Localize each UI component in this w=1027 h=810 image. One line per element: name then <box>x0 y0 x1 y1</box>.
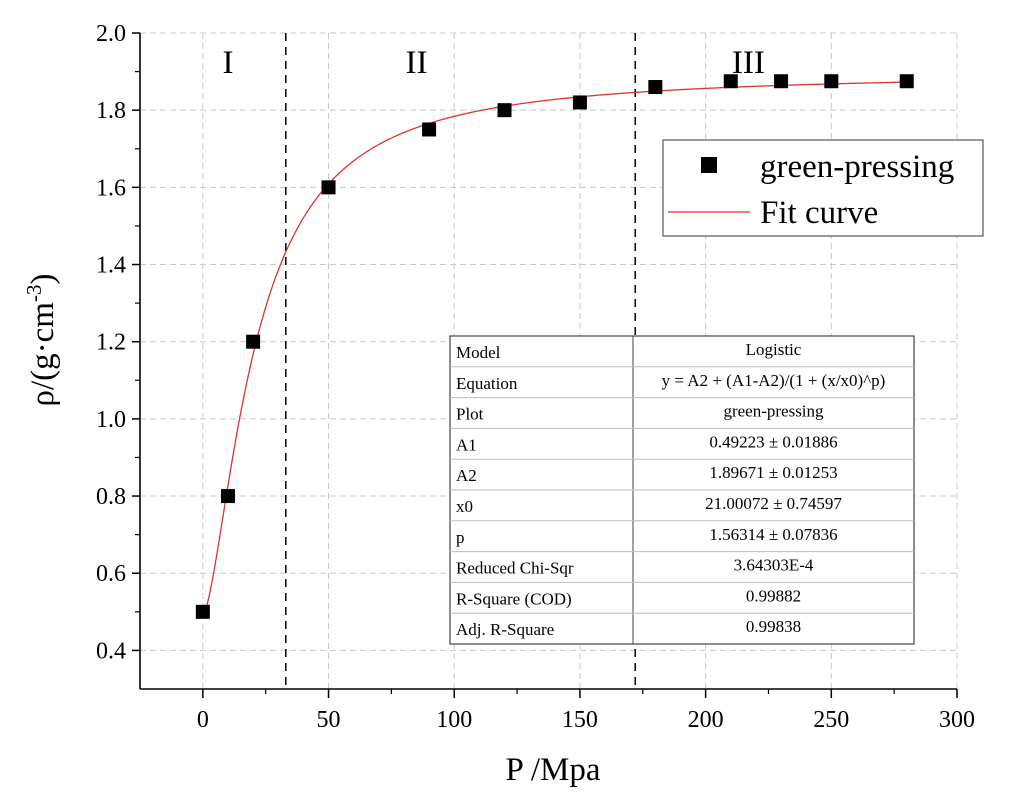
table-cell-label: Adj. R-Square <box>456 620 554 639</box>
fit-curve-layer <box>202 81 907 616</box>
data-point <box>220 489 235 504</box>
table-cell-value: 3.64303E-4 <box>734 556 814 575</box>
table-cell-value: 0.99882 <box>746 586 801 605</box>
y-tick-label: 0.4 <box>96 638 126 664</box>
y-tick-label: 0.6 <box>96 561 126 587</box>
legend-box <box>662 139 984 237</box>
y-tick-label: 1.6 <box>96 175 126 201</box>
x-tick-label: 100 <box>436 707 472 733</box>
y-tick-label: 2.0 <box>96 21 126 47</box>
data-point <box>195 604 210 619</box>
table-cell-label: Plot <box>456 405 484 424</box>
data-point <box>246 334 261 349</box>
y-axis-title: ρ/(g·cm-3) <box>22 274 61 407</box>
table-cell-label: A2 <box>456 466 477 485</box>
table-cell-label: R-Square (COD) <box>456 589 572 608</box>
table-cell-value: green-pressing <box>723 402 824 421</box>
data-point <box>422 122 437 137</box>
region-label-II: II <box>406 45 428 81</box>
x-tick-label: 50 <box>317 707 341 733</box>
table-cell-label: Equation <box>456 374 518 393</box>
y-tick-label: 1.2 <box>96 330 126 356</box>
table-cell-label: Model <box>456 343 501 362</box>
table-cell-value: y = A2 + (A1-A2)/(1 + (x/x0)^p) <box>662 371 886 390</box>
y-tick-label: 0.8 <box>96 484 126 510</box>
fit-parameters-table: Model Logistic Equation y = A2 + (A1-A2)/(1… <box>449 335 915 645</box>
data-point <box>774 74 789 89</box>
table-cell-value: 0.49223 ± 0.01886 <box>709 432 837 451</box>
legend-label-green-pressing: green-pressing <box>760 149 954 185</box>
region-label-I: I <box>222 45 233 81</box>
table-cell-label: p <box>456 528 465 547</box>
table-cell-label: Reduced Chi-Sqr <box>456 559 574 578</box>
legend-label-fit-curve: Fit curve <box>760 195 878 231</box>
table-cell-value: 1.56314 ± 0.07836 <box>709 525 837 544</box>
y-tick-label: 1.4 <box>96 253 126 279</box>
table-cell-value: 21.00072 ± 0.74597 <box>705 494 842 513</box>
table-cell-label: A1 <box>456 435 477 454</box>
x-tick-label: 200 <box>688 707 724 733</box>
axes: 0.4 0.6 0.8 1.0 1.2 1.4 1.6 1.8 2.0 0 50 100 150 200 2… <box>96 21 975 733</box>
fit-curve-line <box>202 81 907 616</box>
legend-marker-green-pressing <box>701 157 717 173</box>
data-point <box>497 103 512 118</box>
data-points <box>195 74 914 619</box>
table-cell-value: 1.89671 ± 0.01253 <box>709 463 837 482</box>
y-axis-title-sup: -3 <box>22 285 46 303</box>
x-tick-label: 250 <box>813 707 849 733</box>
data-point <box>572 95 587 110</box>
table-cell-value: 0.99838 <box>746 617 801 636</box>
region-labels: I II III <box>222 45 764 81</box>
data-point <box>648 80 663 95</box>
table-cell-value: Logistic <box>746 340 802 359</box>
y-axis-title-close: ) <box>25 274 61 285</box>
x-axis-title: P /Mpa <box>505 752 600 788</box>
data-point <box>899 74 914 89</box>
x-tick-label: 300 <box>939 707 975 733</box>
data-point <box>824 74 839 89</box>
y-tick-label: 1.0 <box>96 407 126 433</box>
data-point <box>321 180 336 195</box>
table-cell-label: x0 <box>456 497 473 516</box>
y-tick-label: 1.8 <box>96 98 126 124</box>
x-tick-label: 0 <box>197 707 209 733</box>
region-label-III: III <box>732 45 765 81</box>
data-point <box>723 74 738 89</box>
legend: green-pressing Fit curve <box>662 139 984 237</box>
x-tick-label: 150 <box>562 707 598 733</box>
y-axis-title-main: ρ/(g·cm <box>25 302 61 407</box>
